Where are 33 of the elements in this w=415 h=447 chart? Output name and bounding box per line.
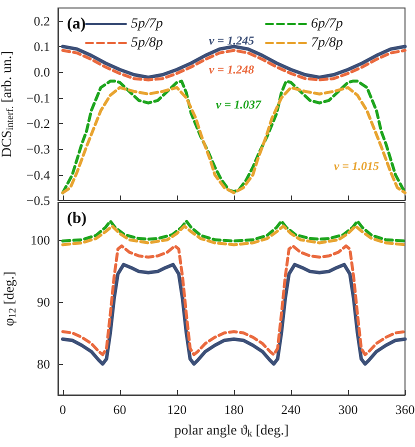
y-tick-label: 0.0 bbox=[34, 64, 50, 80]
y-tick-label: 0.2 bbox=[34, 13, 50, 28]
chart-title: (a) bbox=[67, 16, 86, 32]
x-tick-label: 60 bbox=[113, 402, 126, 417]
annotation: ν = 1.248 bbox=[208, 62, 254, 77]
line-series bbox=[61, 262, 407, 366]
y-tick-label: −0.2 bbox=[26, 116, 50, 131]
y-tick-label: 90 bbox=[37, 294, 50, 310]
legend-label: 7p/8p bbox=[311, 36, 343, 50]
y-tick-label: 80 bbox=[37, 356, 50, 372]
annotation: ν = 1.015 bbox=[334, 158, 380, 173]
x-tick-label: 180 bbox=[224, 402, 244, 417]
annotation: ν = 1.245 bbox=[208, 34, 254, 48]
x-tick-label: 0 bbox=[60, 402, 66, 417]
line-series bbox=[61, 244, 406, 356]
annotation: ν = 1.037 bbox=[216, 97, 262, 112]
x-tick-label: 360 bbox=[395, 402, 415, 417]
y-tick-label: −0.5 bbox=[26, 193, 50, 208]
legend-label: 5p/8p bbox=[131, 36, 163, 50]
legend-label: 6p/7p bbox=[311, 16, 343, 32]
y-axis-title: φ12 [deg.] bbox=[2, 271, 18, 326]
y-tick-label: 100 bbox=[30, 232, 50, 248]
x-tick-label: 120 bbox=[167, 402, 187, 417]
line-series bbox=[61, 224, 406, 246]
y-tick-label: −0.4 bbox=[26, 167, 50, 182]
x-tick-label: 300 bbox=[338, 402, 358, 417]
x-tick-label: 240 bbox=[281, 402, 301, 417]
chart-title: (b) bbox=[67, 210, 87, 227]
y-tick-label: 0.1 bbox=[34, 39, 50, 54]
y-tick-label: −0.3 bbox=[26, 142, 50, 157]
y-tick-label: −0.1 bbox=[26, 90, 50, 106]
y-axis-title: DCSinterf. [arb. un.] bbox=[0, 50, 16, 158]
legend-label: 5p/7p bbox=[131, 16, 163, 32]
